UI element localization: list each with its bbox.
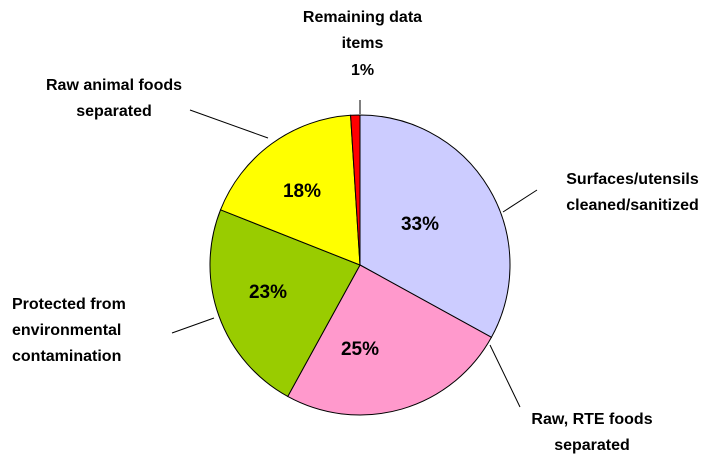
value-label: 18%	[283, 181, 321, 202]
pie-slice	[219, 114, 361, 266]
value-label: 1%	[350, 62, 375, 79]
value-label: 23%	[249, 282, 287, 303]
value-label: 25%	[341, 339, 379, 360]
leader-line	[489, 344, 521, 408]
leader-line	[502, 189, 538, 213]
slice-label: Remaining data items	[302, 9, 423, 52]
pie-slice	[209, 209, 361, 398]
value-label: 33%	[401, 214, 439, 235]
leader-line	[189, 109, 269, 139]
slice-label: Surfaces/utensils cleaned/sanitized	[566, 171, 699, 214]
pie-slice	[359, 114, 511, 338]
leader-line	[171, 317, 215, 334]
slice-label: Raw animal foods separated	[45, 77, 183, 120]
slice-label: Protected from environmental contaminati…	[12, 296, 126, 365]
slices	[209, 114, 511, 416]
pie-slice	[350, 114, 361, 266]
pie-slice	[287, 264, 493, 416]
slice-label: Raw, RTE foods separated	[531, 411, 653, 454]
